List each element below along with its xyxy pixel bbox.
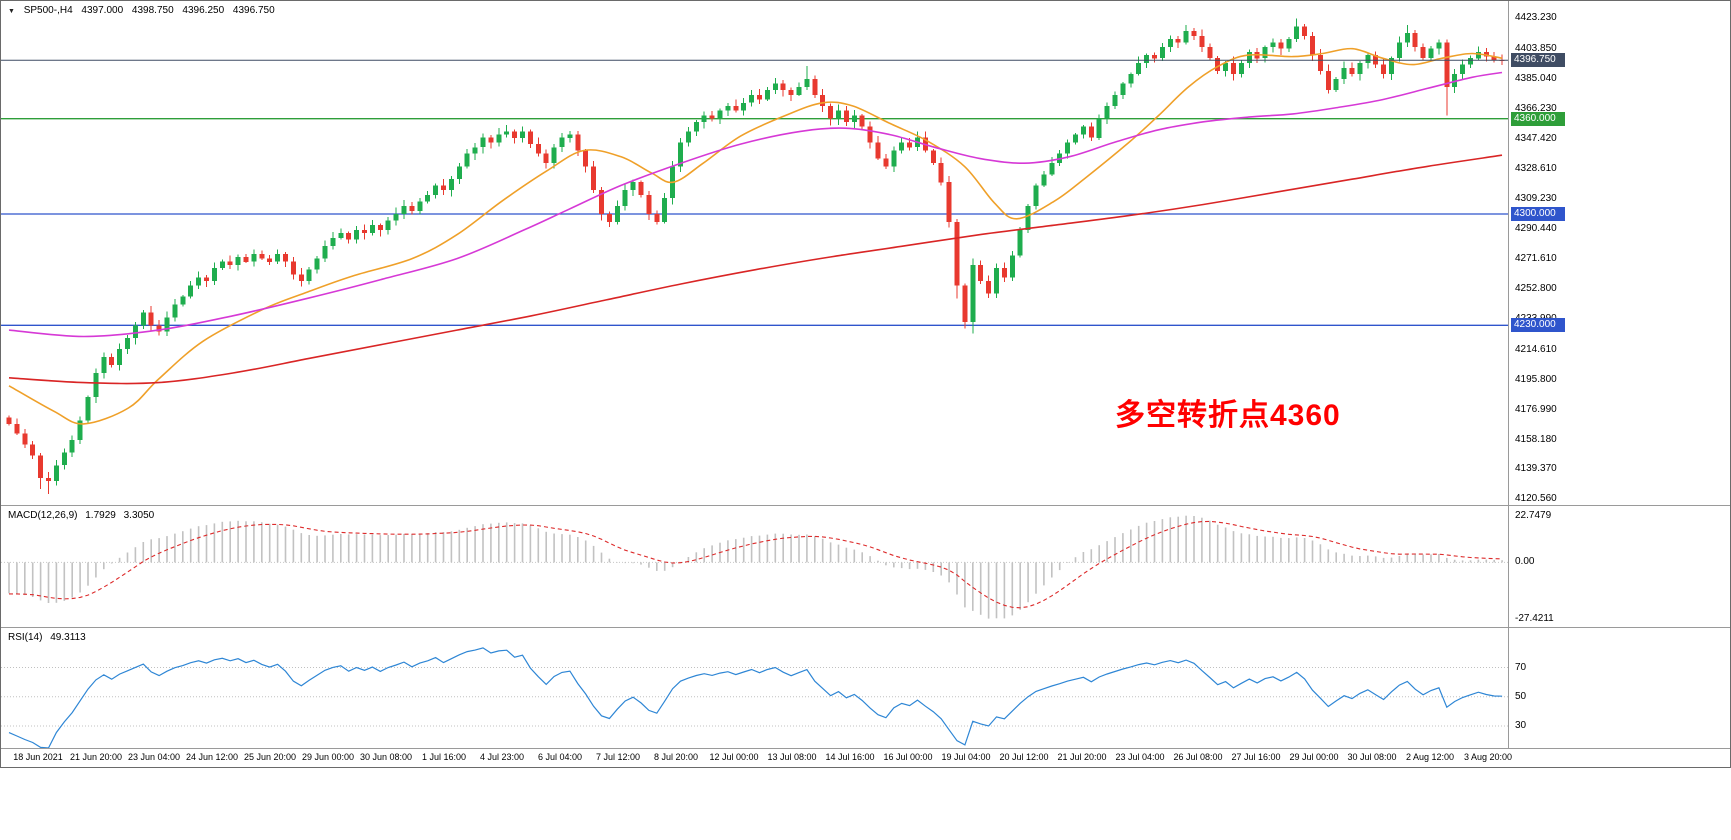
rsi-axis-label: 70: [1515, 661, 1527, 673]
time-axis-label: 1 Jul 16:00: [421, 752, 467, 762]
time-axis-label: 23 Jul 04:00: [1115, 752, 1165, 762]
rsi-indicator-label: RSI(14) 49.3113: [8, 632, 91, 643]
time-axis-label: 25 Jun 20:00: [243, 752, 297, 762]
time-axis-label: 30 Jul 08:00: [1347, 752, 1397, 762]
panel-divider-macd-rsi[interactable]: [1, 627, 1730, 628]
chart-frame: ▼ SP500-,H4 4397.000 4398.750 4396.250 4…: [0, 0, 1731, 768]
time-axis-label: 4 Jul 23:00: [479, 752, 525, 762]
time-axis-label: 24 Jun 12:00: [185, 752, 239, 762]
time-axis-label: 8 Jul 20:00: [653, 752, 699, 762]
time-axis-label: 21 Jul 20:00: [1057, 752, 1107, 762]
time-axis-label: 16 Jul 00:00: [883, 752, 933, 762]
symbol-dropdown-icon[interactable]: ▼: [8, 8, 15, 15]
time-axis-label: 18 Jun 2021: [13, 752, 63, 762]
price-axis-label: 4403.850: [1515, 42, 1557, 54]
level-price-badge[interactable]: 4360.000: [1511, 111, 1565, 126]
price-axis-label: 4214.610: [1515, 343, 1557, 355]
ohlc-high: 4398.750: [131, 5, 174, 16]
time-axis-label: 12 Jul 00:00: [709, 752, 759, 762]
time-axis-label: 3 Aug 20:00: [1463, 752, 1513, 762]
price-axis-label: 4309.230: [1515, 193, 1557, 205]
price-axis-divider: [1508, 1, 1509, 748]
price-axis-label: 4347.420: [1515, 132, 1557, 144]
macd-indicator-label: MACD(12,26,9) 1.7929 3.3050: [8, 510, 159, 521]
rsi-line: [8, 647, 1503, 749]
time-axis-label: 23 Jun 04:00: [127, 752, 181, 762]
time-axis[interactable]: 18 Jun 2021 21 Jun 20:00 23 Jun 04:00 24 Ju…: [1, 748, 1512, 767]
macd-signal-line: [9, 520, 1503, 609]
price-axis-label: 4252.800: [1515, 283, 1557, 295]
time-axis-label: 29 Jun 00:00: [301, 752, 355, 762]
time-axis-label: 2 Aug 12:00: [1405, 752, 1455, 762]
ohlc-low: 4396.250: [182, 5, 225, 16]
macd-main-value: 1.7929: [85, 510, 116, 521]
ohlc-open: 4397.000: [81, 5, 124, 16]
rsi-name: RSI(14): [8, 632, 43, 643]
price-axis-label: 4328.610: [1515, 162, 1557, 174]
price-axis-label: 4423.230: [1515, 12, 1557, 24]
time-axis-label: 14 Jul 16:00: [825, 752, 875, 762]
macd-axis-label: -27.4211: [1515, 612, 1554, 624]
current-price-badge[interactable]: 4396.750: [1511, 53, 1565, 68]
macd-signal-value: 3.3050: [123, 510, 155, 521]
rsi-axis-label: 50: [1515, 690, 1527, 702]
time-axis-label: 20 Jul 12:00: [999, 752, 1049, 762]
time-axis-label: 29 Jul 00:00: [1289, 752, 1339, 762]
price-axis-label: 4271.610: [1515, 253, 1557, 265]
price-axis-label: 4158.180: [1515, 433, 1557, 445]
ma-slow-line: [8, 154, 1503, 385]
ma-mid-line: [8, 71, 1503, 338]
macd-histogram: [8, 515, 1503, 619]
chart-plot-area[interactable]: [1, 1, 1508, 767]
panel-divider-main-macd[interactable]: [1, 505, 1730, 506]
price-axis-label: 4385.040: [1515, 72, 1557, 84]
price-axis-label: 4195.800: [1515, 373, 1557, 385]
annotation-text: 多空转折点4360: [1115, 399, 1341, 432]
time-axis-label: 21 Jun 20:00: [69, 752, 123, 762]
price-axis[interactable]: 4423.230 4403.850 4385.040 4366.230 4347.420…: [1509, 1, 1729, 767]
symbol-period: SP500-,H4: [23, 5, 73, 16]
rsi-value: 49.3113: [50, 632, 86, 643]
macd-axis-label: 22.7479: [1515, 509, 1552, 521]
time-axis-label: 7 Jul 12:00: [595, 752, 641, 762]
candles-layer: [6, 18, 1505, 494]
level-price-badge[interactable]: 4300.000: [1511, 207, 1565, 222]
macd-axis-label: 0.00: [1515, 556, 1535, 568]
time-axis-label: 13 Jul 08:00: [767, 752, 817, 762]
rsi-axis-label: 30: [1515, 720, 1527, 732]
time-axis-label: 27 Jul 16:00: [1231, 752, 1281, 762]
price-axis-label: 4366.230: [1515, 102, 1557, 114]
panel-divider-time-axis: [1, 748, 1730, 749]
chart-title: ▼ SP500-,H4 4397.000 4398.750 4396.250 4…: [8, 5, 281, 16]
time-axis-label: 30 Jun 08:00: [359, 752, 413, 762]
price-axis-label: 4139.370: [1515, 463, 1557, 475]
time-axis-label: 6 Jul 04:00: [537, 752, 583, 762]
ma-fast-line: [8, 47, 1503, 425]
price-axis-label: 4120.560: [1515, 493, 1557, 505]
time-axis-label: 26 Jul 08:00: [1173, 752, 1223, 762]
level-price-badge[interactable]: 4230.000: [1511, 318, 1565, 333]
price-axis-label: 4176.990: [1515, 403, 1557, 415]
macd-name: MACD(12,26,9): [8, 510, 78, 521]
time-axis-label: 19 Jul 04:00: [941, 752, 991, 762]
ohlc-close: 4396.750: [232, 5, 275, 16]
price-axis-label: 4290.440: [1515, 223, 1557, 235]
